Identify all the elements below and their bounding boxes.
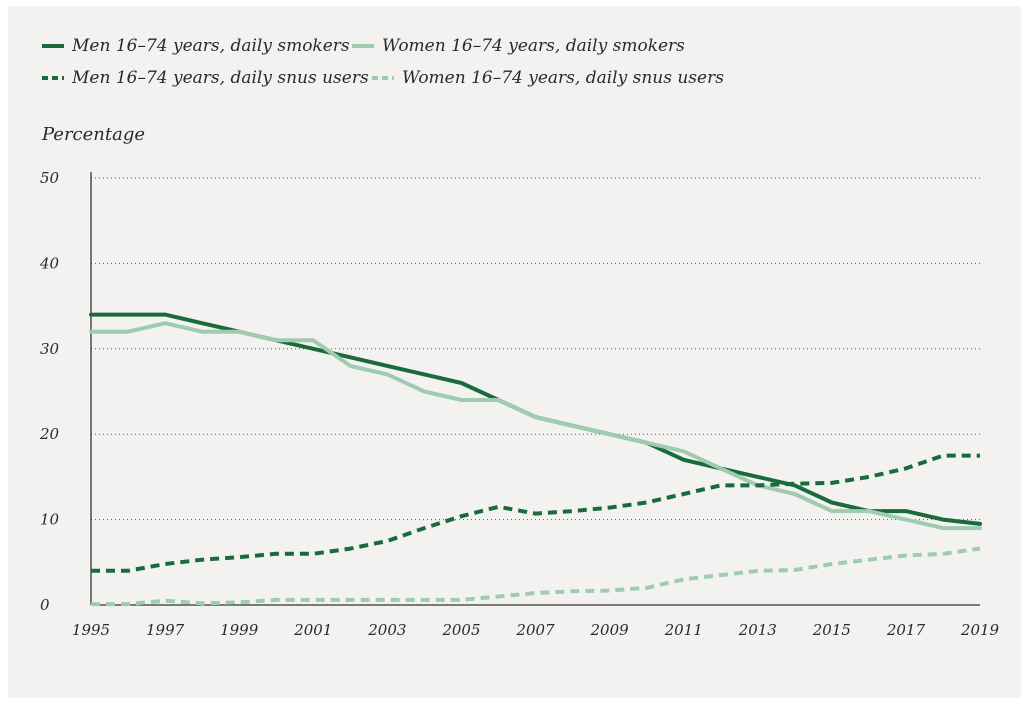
x-tick-label: 1995	[72, 621, 110, 639]
y-tick-label: 10	[40, 511, 60, 529]
x-tick-label: 2013	[738, 621, 777, 639]
legend-item-women-snus: Women 16–74 years, daily snus users	[372, 68, 724, 88]
x-tick-label: 2007	[515, 621, 555, 639]
legend: Men 16–74 years, daily smokers Women 16–…	[8, 34, 768, 98]
x-tick-labels: 1995 1997 1999 2001 2003 2005 2007 2009 2011 2013…	[72, 621, 1000, 639]
x-tick-label: 2009	[589, 621, 629, 639]
x-tick-label: 1997	[146, 621, 185, 639]
y-axis-label: Percentage	[42, 124, 146, 145]
series-line-4	[91, 546, 981, 607]
series-line-1	[89, 312, 982, 526]
y-tick-label: 40	[39, 254, 60, 272]
x-tick-label: 2015	[812, 621, 851, 639]
legend-swatch-men-snus	[42, 76, 64, 80]
legend-item-women-smokers: Women 16–74 years, daily smokers	[352, 36, 685, 56]
legend-item-men-snus: Men 16–74 years, daily snus users	[42, 68, 369, 88]
legend-label-women-smokers: Women 16–74 years, daily smokers	[382, 36, 685, 56]
legend-item-men-smokers: Men 16–74 years, daily smokers	[42, 36, 350, 56]
x-tick-label: 1999	[220, 621, 259, 639]
legend-label-women-snus: Women 16–74 years, daily snus users	[402, 68, 724, 88]
x-tick-label: 2005	[441, 621, 480, 639]
legend-swatch-women-smokers	[352, 44, 374, 48]
y-tick-label: 0	[40, 596, 50, 614]
chart-panel	[8, 6, 1021, 698]
x-tick-label: 2001	[293, 621, 332, 639]
legend-label-men-smokers: Men 16–74 years, daily smokers	[72, 36, 350, 56]
y-tick-labels: 0 10 20 30 40 50	[39, 169, 60, 614]
x-tick-label: 2003	[367, 621, 406, 639]
axes	[90, 172, 980, 606]
series-line-2	[89, 321, 982, 531]
x-tick-label: 2019	[960, 621, 1000, 639]
y-tick-label: 30	[40, 340, 60, 358]
series-line-3	[91, 453, 980, 573]
y-tick-label: 20	[39, 425, 60, 443]
legend-label-men-snus: Men 16–74 years, daily snus users	[72, 68, 369, 88]
x-tick-label: 2011	[664, 621, 703, 639]
series-lines	[89, 312, 982, 607]
gridlines	[91, 177, 980, 521]
y-tick-label: 50	[40, 169, 60, 187]
legend-swatch-women-snus	[372, 76, 394, 80]
x-tick-label: 2017	[886, 621, 926, 639]
legend-swatch-men-smokers	[42, 44, 64, 48]
